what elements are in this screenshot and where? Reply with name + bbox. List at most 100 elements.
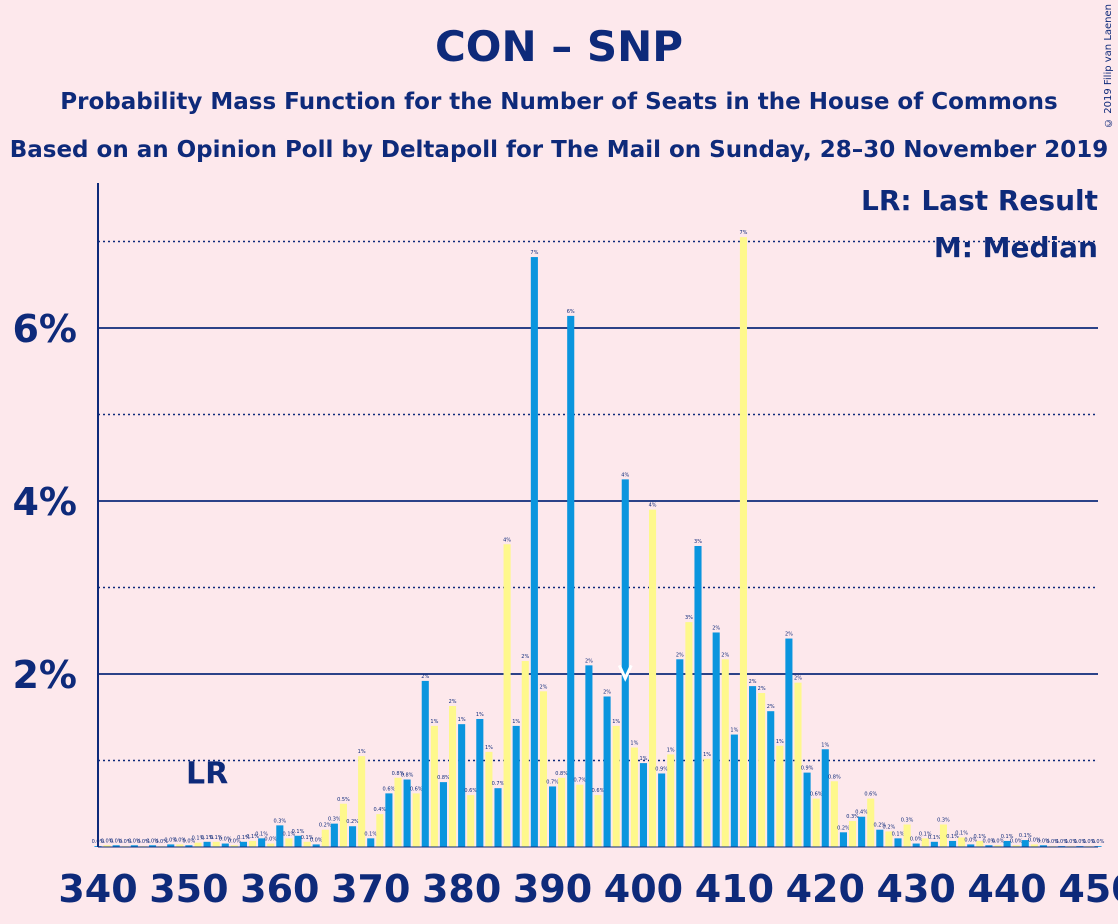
bar-value-label: 1% — [358, 749, 366, 755]
bar — [776, 745, 784, 847]
bar — [112, 845, 120, 847]
bar-value-label: 0.1% — [1001, 834, 1014, 840]
bar — [739, 237, 747, 848]
bar-value-label: 0.0% — [101, 838, 114, 844]
bar — [303, 841, 311, 847]
bar — [249, 840, 257, 847]
bar-value-label: 0.0% — [992, 838, 1005, 844]
bar — [467, 795, 475, 847]
bar — [849, 821, 857, 847]
bar — [549, 786, 557, 847]
x-tick-label: 350 — [149, 867, 228, 911]
bar — [567, 315, 575, 847]
bar — [985, 845, 993, 847]
bar — [712, 632, 720, 847]
bar-value-label: 2% — [794, 676, 802, 682]
bar — [876, 829, 884, 847]
bar-value-label: 0.1% — [301, 835, 314, 841]
bar-value-label: 0.0% — [964, 837, 977, 843]
bar-value-label: 0.3% — [846, 814, 859, 820]
bar — [785, 638, 793, 847]
x-tick-label: 450 — [1058, 867, 1118, 911]
chart-subtitle: Probability Mass Function for the Number… — [60, 89, 1058, 115]
bar — [585, 665, 593, 847]
bar-value-label: 0.2% — [319, 823, 332, 829]
x-tick-label: 400 — [604, 867, 683, 911]
bar-value-label: 2% — [421, 674, 429, 680]
last-result-label: LR — [186, 757, 228, 792]
bar-value-label: 0.1% — [192, 836, 205, 842]
bar-value-label: 0.0% — [110, 838, 123, 844]
bar-value-label: 1% — [612, 719, 620, 725]
bar-value-label: 0.3% — [328, 817, 341, 823]
bar — [512, 725, 520, 847]
bar-value-label: 0.6% — [383, 786, 396, 792]
bar — [176, 844, 184, 847]
bar-value-label: 0.1% — [283, 831, 296, 837]
bar-value-label: 1% — [703, 752, 711, 758]
bar — [703, 758, 711, 847]
chart-title: CON – SNP — [434, 22, 684, 71]
bar-value-label: 2% — [785, 632, 793, 638]
bar-value-label: 0.8% — [392, 771, 405, 777]
bar — [339, 803, 347, 847]
bar-value-label: 0.5% — [337, 797, 350, 803]
bar — [385, 793, 393, 847]
bar-value-label: 2% — [521, 654, 529, 660]
bar-value-label: 1% — [639, 756, 647, 762]
bar — [667, 754, 675, 847]
bar — [812, 798, 820, 847]
bar-value-label: 0.0% — [1064, 839, 1077, 845]
bar — [903, 824, 911, 847]
bar-value-label: 0.0% — [910, 837, 923, 843]
bar-value-label: 1% — [476, 712, 484, 718]
bar-value-label: 1% — [730, 728, 738, 734]
bar — [130, 845, 138, 847]
bar — [939, 824, 947, 847]
bar — [321, 829, 329, 847]
bar-value-label: 0.0% — [1028, 837, 1041, 843]
x-tick-label: 430 — [877, 867, 956, 911]
bar — [839, 832, 847, 847]
x-tick-label: 420 — [786, 867, 865, 911]
bar — [230, 845, 238, 847]
bar-value-label: 0.0% — [137, 839, 150, 845]
bar — [185, 845, 193, 847]
bar-value-label: 1% — [630, 741, 638, 747]
bar-value-label: 0.3% — [901, 818, 914, 824]
y-tick-label: 2% — [12, 653, 77, 697]
bar — [630, 747, 638, 847]
bar — [376, 814, 384, 847]
bar-value-label: 4% — [503, 537, 511, 543]
bar-value-label: 0.2% — [346, 819, 359, 825]
bar — [412, 793, 420, 847]
bar-value-label: 0.1% — [364, 831, 377, 837]
bar — [1021, 840, 1029, 847]
bar — [294, 835, 302, 847]
bar-value-label: 0.0% — [164, 837, 177, 843]
bar-value-label: 4% — [621, 472, 629, 478]
bar-value-label: 0.1% — [973, 834, 986, 840]
bar — [394, 777, 402, 847]
bar — [649, 509, 657, 847]
bar-value-label: 0.0% — [228, 838, 241, 844]
bar-value-label: 0.1% — [928, 835, 941, 841]
bar — [994, 845, 1002, 847]
bar-value-label: 2% — [539, 684, 547, 690]
bar-value-label: 1% — [667, 747, 675, 753]
bar-value-label: 0.0% — [1092, 839, 1105, 845]
bar-value-label: 0.7% — [492, 781, 505, 787]
bar-value-label: 1% — [512, 719, 520, 725]
bar — [721, 659, 729, 847]
bar — [912, 843, 920, 847]
bar — [1030, 844, 1038, 847]
x-tick-label: 410 — [695, 867, 774, 911]
bar-value-label: 0.0% — [1010, 838, 1023, 844]
bar — [167, 844, 175, 847]
bar — [621, 479, 629, 847]
bar — [421, 680, 429, 847]
bar — [221, 843, 229, 847]
bar-value-label: 0.9% — [655, 766, 668, 772]
bar-value-label: 0.0% — [1037, 838, 1050, 844]
bar-value-label: 0.3% — [273, 818, 286, 824]
